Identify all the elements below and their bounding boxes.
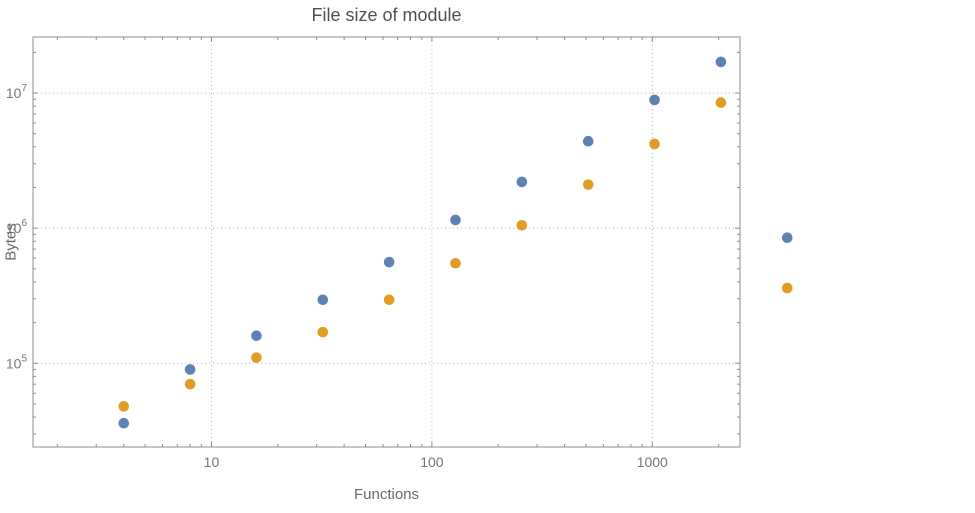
y-tick-label: 105 (6, 353, 28, 371)
data-point-series-blue (251, 330, 262, 341)
data-point-series-orange (582, 179, 594, 190)
data-point-series-blue (184, 364, 196, 375)
data-point-series-blue (383, 256, 395, 268)
plot-frame (32, 36, 741, 448)
data-point-series-blue (118, 417, 130, 429)
data-point-series-blue (317, 294, 329, 306)
x-axis-label: Functions (353, 486, 420, 503)
data-point-series-blue (649, 94, 660, 106)
data-point-series-orange (317, 326, 329, 338)
y-tick-label: 107 (6, 83, 28, 101)
data-point-series-orange (184, 378, 196, 390)
data-point-series-blue (516, 176, 528, 188)
y-axis-label: Bytes (2, 223, 20, 261)
data-point-series-orange (450, 257, 461, 269)
x-tick-label: 100 (420, 454, 444, 470)
data-point-series-orange (118, 401, 130, 412)
x-tick-label: 1000 (637, 454, 668, 470)
data-point-series-blue (450, 214, 461, 226)
data-point-series-orange (781, 282, 793, 294)
data-point-series-orange (251, 352, 262, 363)
data-point-series-orange (649, 138, 660, 150)
data-point-series-blue (582, 135, 594, 147)
data-point-series-orange (715, 97, 727, 108)
y-tick-label: 106 (6, 218, 28, 236)
data-point-series-orange (516, 220, 528, 231)
data-point-series-orange (383, 294, 395, 306)
chart-title: File size of module (311, 5, 462, 25)
x-tick-label: 10 (204, 454, 220, 470)
data-point-series-blue (715, 56, 727, 68)
data-point-series-blue (781, 232, 793, 244)
